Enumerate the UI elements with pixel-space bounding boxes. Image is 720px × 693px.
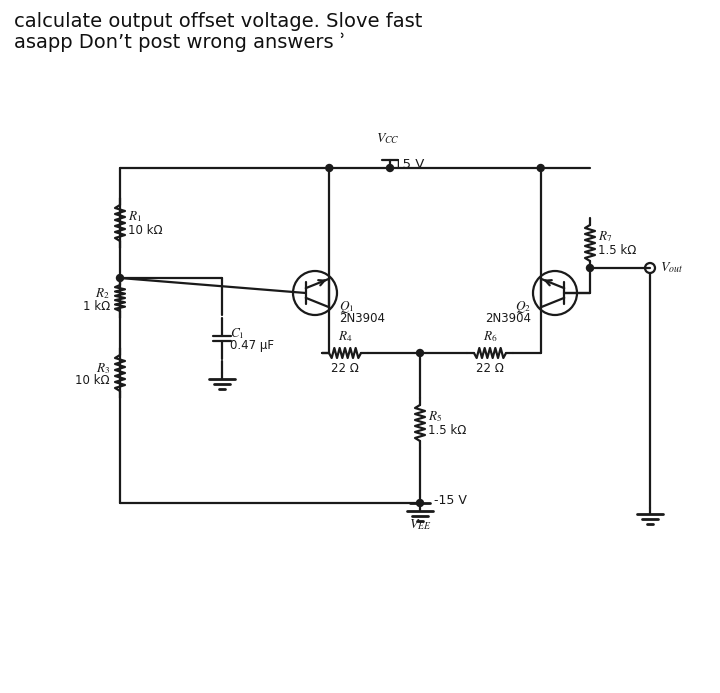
Text: 2N3904: 2N3904: [339, 313, 385, 326]
Text: $R_3$: $R_3$: [96, 362, 110, 376]
Text: asapp Don’t post wrong answers ʾ: asapp Don’t post wrong answers ʾ: [14, 32, 346, 51]
Circle shape: [537, 164, 544, 171]
Text: 15 V: 15 V: [394, 158, 424, 171]
Text: $V_{CC}$: $V_{CC}$: [376, 131, 400, 146]
Text: 1 kΩ: 1 kΩ: [83, 299, 110, 313]
Text: $R_5$: $R_5$: [428, 410, 442, 424]
Text: -15 V: -15 V: [434, 495, 467, 507]
Text: $R_6$: $R_6$: [482, 329, 498, 344]
Text: $V_{out}$: $V_{out}$: [660, 261, 683, 275]
Text: 1.5 kΩ: 1.5 kΩ: [598, 245, 636, 258]
Text: $R_7$: $R_7$: [598, 229, 613, 245]
Text: 0.47 μF: 0.47 μF: [230, 340, 274, 353]
Circle shape: [117, 274, 124, 281]
Text: $R_2$: $R_2$: [95, 287, 110, 301]
Text: $R_4$: $R_4$: [338, 329, 352, 344]
Text: $Q_2$: $Q_2$: [515, 299, 531, 315]
Circle shape: [587, 265, 593, 272]
Text: calculate output offset voltage. Slove fast: calculate output offset voltage. Slove f…: [14, 12, 423, 31]
Text: 22 Ω: 22 Ω: [476, 362, 504, 375]
Circle shape: [325, 164, 333, 171]
Text: 1.5 kΩ: 1.5 kΩ: [428, 425, 467, 437]
Text: $V_{EE}$: $V_{EE}$: [409, 517, 431, 532]
Text: $Q_1$: $Q_1$: [339, 299, 354, 315]
Circle shape: [416, 349, 423, 356]
Text: 10 kΩ: 10 kΩ: [76, 374, 110, 387]
Text: $C_1$: $C_1$: [230, 326, 245, 342]
Text: 10 kΩ: 10 kΩ: [128, 225, 163, 238]
Circle shape: [416, 500, 423, 507]
Text: 2N3904: 2N3904: [485, 313, 531, 326]
Circle shape: [387, 164, 394, 171]
Text: $R_1$: $R_1$: [128, 209, 142, 225]
Text: 22 Ω: 22 Ω: [331, 362, 359, 375]
